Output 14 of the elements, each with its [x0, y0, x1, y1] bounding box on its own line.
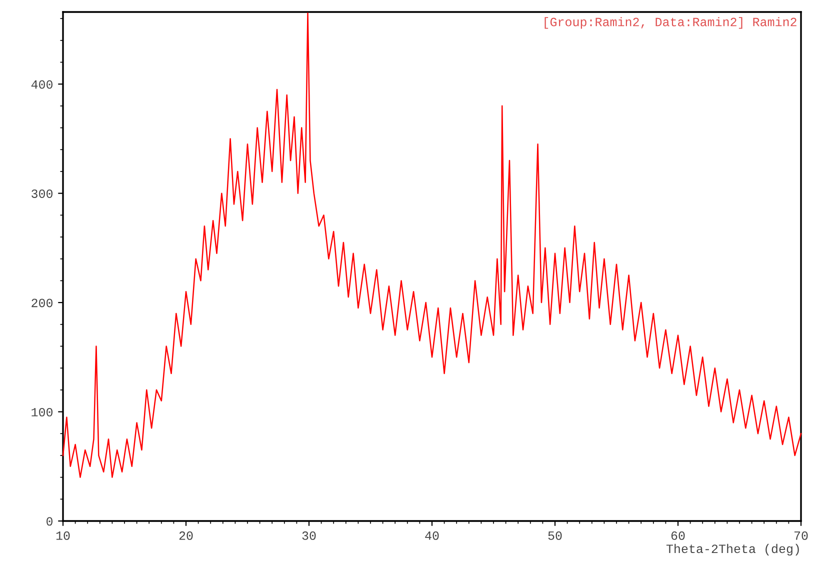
y-tick-label: 200: [32, 298, 53, 308]
x-axis-title: Theta-2Theta (deg): [666, 544, 799, 556]
x-tick-label: 60: [671, 531, 685, 540]
y-tick-label: 400: [31, 80, 53, 89]
x-tick-label: 40: [425, 531, 439, 540]
y-tick-label: 0: [46, 517, 53, 526]
x-tick-label: 70: [794, 531, 808, 540]
x-tick-label: 10: [56, 531, 70, 540]
y-tick-label: 100: [32, 408, 53, 416]
x-tick-label: 30: [302, 531, 316, 540]
x-tick-label: 50: [548, 531, 562, 540]
y-tick-label: 300: [32, 189, 53, 198]
chart-title: [Group:Ramin2, Data:Ramin2] Ramin2: [544, 17, 796, 29]
x-tick-label: 20: [179, 531, 193, 540]
